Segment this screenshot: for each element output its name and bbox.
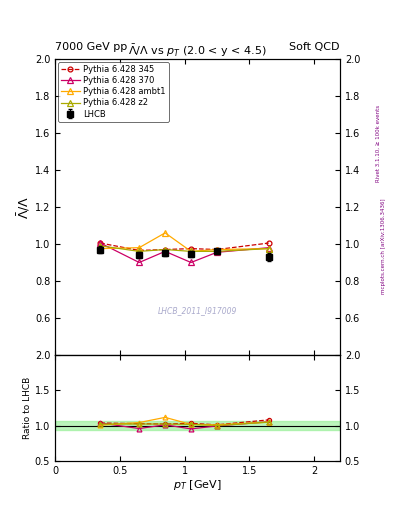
Pythia 6.428 370 bbox=[163, 248, 167, 254]
Pythia 6.428 z2 bbox=[215, 248, 219, 254]
Pythia 6.428 345 bbox=[266, 240, 271, 246]
Text: mcplots.cern.ch [arXiv:1306.3436]: mcplots.cern.ch [arXiv:1306.3436] bbox=[381, 198, 386, 293]
Line: Pythia 6.428 345: Pythia 6.428 345 bbox=[98, 241, 271, 253]
Legend: Pythia 6.428 345, Pythia 6.428 370, Pythia 6.428 ambt1, Pythia 6.428 z2, LHCB: Pythia 6.428 345, Pythia 6.428 370, Pyth… bbox=[58, 62, 169, 122]
Text: Soft QCD: Soft QCD bbox=[290, 42, 340, 52]
Pythia 6.428 ambt1 bbox=[98, 246, 103, 252]
Text: LHCB_2011_I917009: LHCB_2011_I917009 bbox=[158, 306, 237, 315]
Pythia 6.428 345 bbox=[98, 240, 103, 246]
X-axis label: $p_T$ [GeV]: $p_T$ [GeV] bbox=[173, 478, 222, 493]
Pythia 6.428 345 bbox=[215, 246, 219, 252]
Line: Pythia 6.428 ambt1: Pythia 6.428 ambt1 bbox=[97, 230, 272, 254]
Pythia 6.428 ambt1 bbox=[266, 246, 271, 252]
Pythia 6.428 z2 bbox=[189, 248, 193, 254]
Text: 7000 GeV pp: 7000 GeV pp bbox=[55, 42, 127, 52]
Pythia 6.428 z2 bbox=[137, 248, 141, 254]
Pythia 6.428 345 bbox=[137, 247, 141, 253]
Pythia 6.428 370 bbox=[137, 260, 141, 266]
Y-axis label: Ratio to LHCB: Ratio to LHCB bbox=[23, 377, 32, 439]
Pythia 6.428 370 bbox=[215, 249, 219, 255]
Pythia 6.428 370 bbox=[98, 240, 103, 246]
Pythia 6.428 ambt1 bbox=[189, 248, 193, 254]
Pythia 6.428 ambt1 bbox=[215, 246, 219, 252]
Pythia 6.428 ambt1 bbox=[137, 245, 141, 251]
Pythia 6.428 z2 bbox=[163, 246, 167, 252]
Pythia 6.428 370 bbox=[189, 260, 193, 266]
Pythia 6.428 345 bbox=[189, 246, 193, 252]
Pythia 6.428 370 bbox=[266, 245, 271, 251]
Title: $\bar{\Lambda}/\Lambda$ vs $p_T$ (2.0 < y < 4.5): $\bar{\Lambda}/\Lambda$ vs $p_T$ (2.0 < … bbox=[128, 42, 267, 59]
Y-axis label: $\bar{\Lambda}/\Lambda$: $\bar{\Lambda}/\Lambda$ bbox=[15, 196, 32, 219]
Text: Rivet 3.1.10, ≥ 100k events: Rivet 3.1.10, ≥ 100k events bbox=[376, 105, 380, 182]
Line: Pythia 6.428 370: Pythia 6.428 370 bbox=[97, 240, 272, 265]
Pythia 6.428 z2 bbox=[266, 246, 271, 252]
Pythia 6.428 z2 bbox=[98, 243, 103, 249]
Pythia 6.428 345 bbox=[163, 246, 167, 252]
Bar bbox=[55, 421, 340, 431]
Line: Pythia 6.428 z2: Pythia 6.428 z2 bbox=[97, 243, 272, 254]
Pythia 6.428 ambt1 bbox=[163, 230, 167, 236]
